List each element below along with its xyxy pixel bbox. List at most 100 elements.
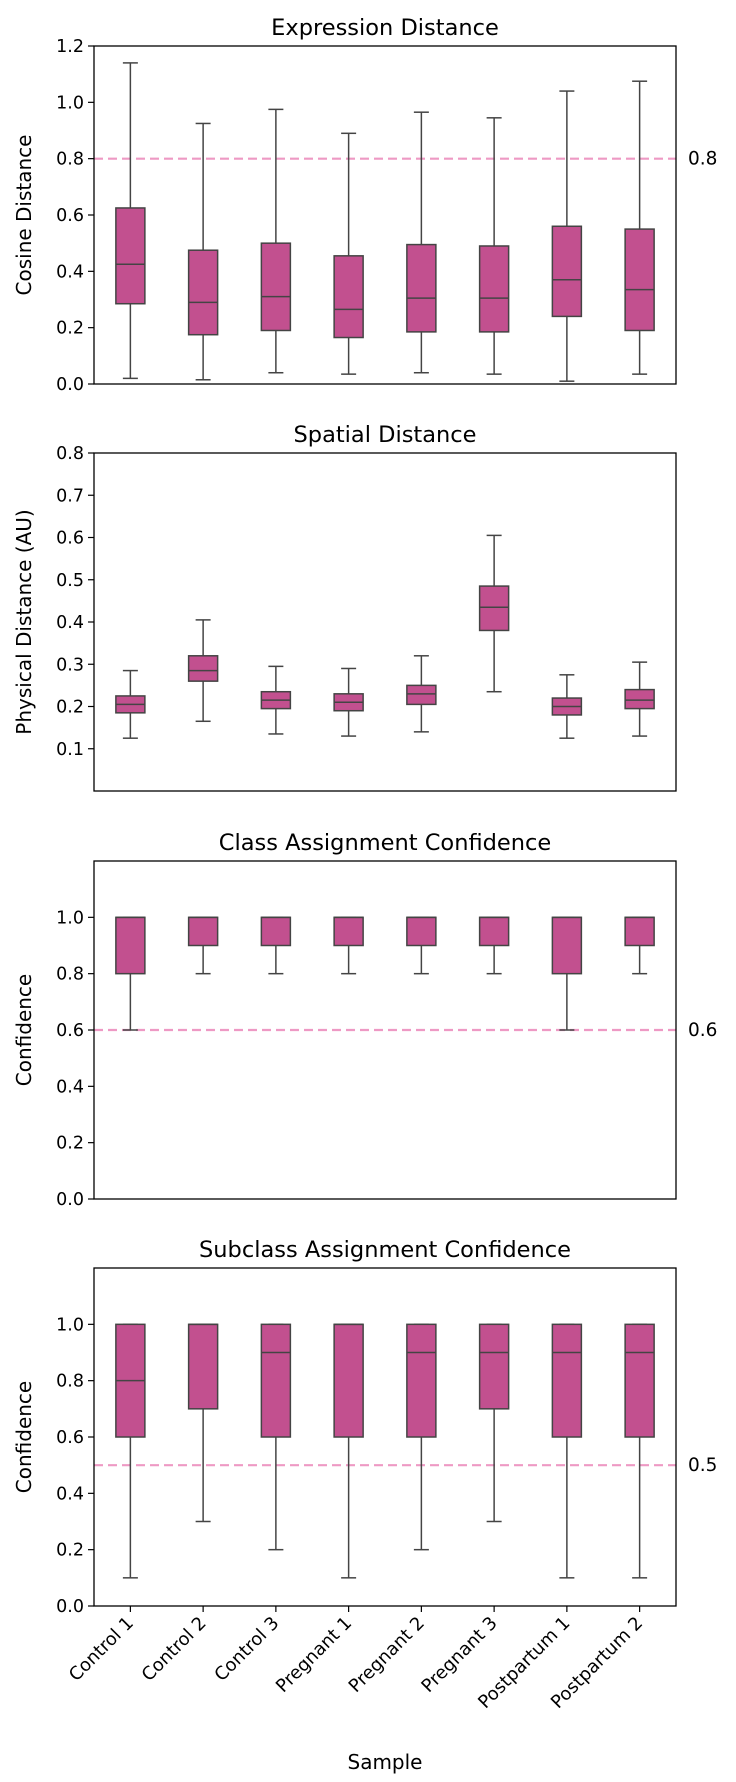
y-tick-label: 0.0 [56,375,84,395]
box-2 [187,619,219,723]
box-6 [478,117,510,375]
box-3 [260,1323,292,1551]
box-1 [115,916,146,1031]
y-tick-label: 0.7 [56,486,84,506]
box-2 [187,1323,219,1523]
box-1 [115,669,146,739]
y-tick-label: 0.2 [56,319,84,339]
y-tick-label: 0.4 [56,1484,84,1504]
y-tick-label: 0.1 [56,740,84,760]
box-5 [406,1323,437,1551]
box-7 [551,1323,583,1579]
chart-title: Subclass Assignment Confidence [199,1237,571,1263]
box-1 [115,1323,146,1579]
y-tick-label: 0.6 [56,206,84,226]
y-axis-label: Confidence [12,1381,36,1493]
y-tick-label: 0.6 [56,1021,84,1041]
box-8 [624,1323,655,1579]
box-body [187,916,219,947]
box-body [115,207,146,305]
box-3 [260,108,292,374]
box-7 [551,916,583,1031]
box-body [260,242,292,332]
y-tick-label: 0.8 [56,444,84,464]
y-tick-label: 0.2 [56,1134,84,1154]
y-tick-label: 1.0 [56,93,84,113]
box-body [624,228,655,332]
chart-panel: Class Assignment Confidence Confidence 0.0… [12,830,717,1210]
box-body [187,655,219,682]
box-body [551,225,583,318]
chart-title: Class Assignment Confidence [219,830,551,856]
y-axis-label: Confidence [12,974,36,1086]
reference-line-label: 0.5 [688,1455,717,1476]
box-body [406,243,437,333]
axes-frame [93,1267,677,1607]
y-tick-label: 0.8 [56,1372,84,1392]
box-body [478,1323,510,1410]
chart-panel: Expression Distance Cosine Distance 0.0 0.2… [12,15,717,395]
y-tick-label: 0.6 [56,529,84,549]
box-body [624,688,655,710]
box-body [551,1323,583,1438]
box-8 [624,661,655,737]
chart-panel: Spatial Distance Physical Distance (AU) 0.… [12,422,677,792]
box-body [333,1323,364,1438]
box-body [624,1323,655,1438]
reference-line-label: 0.8 [688,149,717,170]
box-4 [333,1323,364,1579]
box-body [624,916,655,947]
y-tick-label: 0.3 [56,655,84,675]
box-4 [333,667,364,737]
box-8 [624,80,655,375]
box-body [478,585,510,632]
y-tick-label: 0.4 [56,613,84,633]
box-body [333,255,364,339]
box-7 [551,674,583,739]
axes-frame [93,45,677,385]
box-body [551,916,583,975]
y-tick-label: 0.2 [56,698,84,718]
y-tick-label: 0.0 [56,1190,84,1210]
y-axis-label: Cosine Distance [12,135,36,296]
y-axis-label: Physical Distance (AU) [12,509,36,734]
box-body [187,249,219,336]
box-body [406,916,437,947]
box-3 [260,916,292,975]
box-body [187,1323,219,1410]
y-tick-label: 0.8 [56,965,84,985]
x-axis-label: Sample [348,1750,423,1774]
box-body [115,916,146,975]
y-tick-label: 1.0 [56,1315,84,1335]
box-2 [187,916,219,975]
box-body [478,916,510,947]
box-1 [115,62,146,380]
box-3 [260,665,292,735]
box-body [406,684,437,706]
chart-title: Expression Distance [271,15,499,41]
box-5 [406,111,437,374]
y-tick-label: 0.4 [56,1077,84,1097]
box-body [478,245,510,333]
chart-title: Spatial Distance [294,422,477,448]
y-tick-label: 0.4 [56,262,84,282]
box-2 [187,122,219,381]
box-body [406,1323,437,1438]
y-tick-label: 0.2 [56,1541,84,1561]
y-tick-label: 0.6 [56,1428,84,1448]
box-6 [478,1323,510,1523]
y-tick-label: 0.0 [56,1597,84,1617]
box-body [260,916,292,947]
axes-frame [93,860,677,1200]
y-tick-label: 0.8 [56,150,84,170]
box-body [333,916,364,947]
y-tick-label: 1.2 [56,37,84,57]
box-6 [478,916,510,975]
chart-panel: Subclass Assignment Confidence Confidence… [12,1237,717,1617]
box-7 [551,90,583,382]
axes-frame [93,452,677,792]
box-4 [333,916,364,975]
reference-line-label: 0.6 [688,1020,717,1041]
y-tick-label: 0.5 [56,571,84,591]
